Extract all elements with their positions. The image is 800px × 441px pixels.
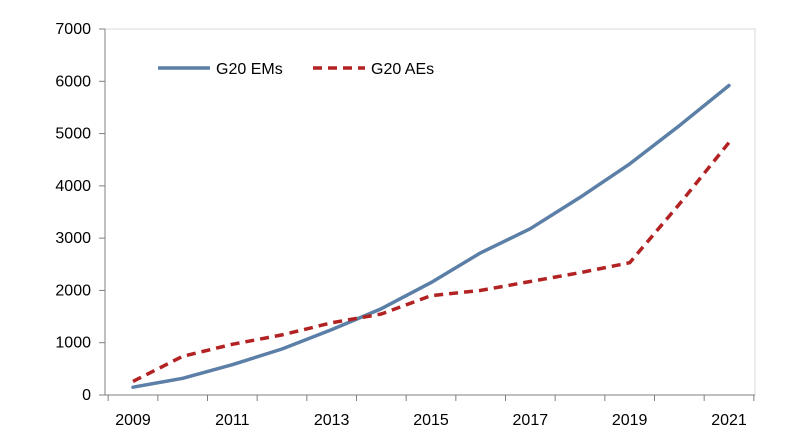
x-axis: 2009 2011 2013 2015 2017 2019 2021 <box>105 394 755 429</box>
y-axis: 0 1000 2000 3000 4000 5000 6000 7000 <box>55 21 106 404</box>
x-tick-label: 2009 <box>115 412 151 429</box>
y-tick-label: 4000 <box>55 178 91 195</box>
legend-label: G20 EMs <box>216 61 283 78</box>
x-tick-label: 2015 <box>413 412 449 429</box>
series-line-1 <box>131 83 731 389</box>
x-tick-label: 2017 <box>513 412 549 429</box>
x-tick-label: 2021 <box>711 412 747 429</box>
y-tick-label: 2000 <box>55 282 91 299</box>
y-tick-label: 0 <box>82 387 91 404</box>
y-tick-label: 7000 <box>55 21 91 38</box>
y-tick-label: 6000 <box>55 73 91 90</box>
legend: G20 EMs G20 AEs <box>158 61 434 78</box>
series-layer <box>131 83 731 389</box>
y-tick-label: 5000 <box>55 126 91 143</box>
x-tick-label: 2019 <box>612 412 648 429</box>
y-tick-label: 1000 <box>55 335 91 352</box>
y-tick-label: 3000 <box>55 230 91 247</box>
legend-label: G20 AEs <box>371 61 434 78</box>
plot-frame <box>104 28 756 396</box>
x-tick-label: 2013 <box>314 412 350 429</box>
x-tick-label: 2011 <box>215 412 250 429</box>
series-line-2 <box>132 141 731 383</box>
